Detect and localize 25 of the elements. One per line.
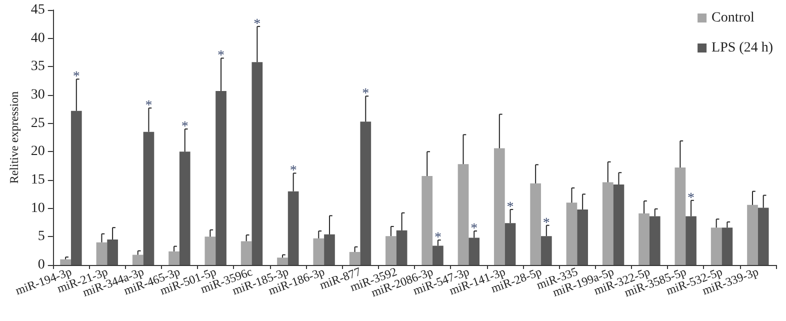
- data-label: *: [506, 200, 514, 215]
- data-label: *: [254, 16, 261, 32]
- y-tick-label: 35: [30, 59, 45, 74]
- data-label: *: [290, 164, 297, 179]
- data-label: *: [542, 216, 550, 231]
- data-label: *: [434, 230, 442, 246]
- y-tick-label: 45: [30, 2, 45, 18]
- y-tick-label: 25: [30, 116, 45, 131]
- data-label: *: [181, 120, 188, 134]
- data-label: *: [218, 48, 225, 64]
- legend-label: Control: [712, 10, 754, 26]
- y-tick-label: 20: [30, 144, 45, 160]
- y-tick-label: 0: [38, 258, 45, 272]
- data-label: *: [362, 86, 370, 102]
- y-tick-label: 40: [30, 30, 45, 46]
- data-label: *: [145, 98, 152, 114]
- y-tick-label: 30: [30, 88, 45, 102]
- y-tick-label: 15: [30, 172, 45, 188]
- data-label: *: [72, 70, 80, 85]
- y-axis-title: Relitive expression: [7, 91, 21, 184]
- legend-label: LPS (24 h): [712, 40, 774, 56]
- data-label: *: [688, 190, 695, 206]
- y-tick-label: 5: [38, 229, 45, 244]
- data-label: *: [470, 222, 478, 236]
- y-tick-label: 10: [30, 200, 45, 216]
